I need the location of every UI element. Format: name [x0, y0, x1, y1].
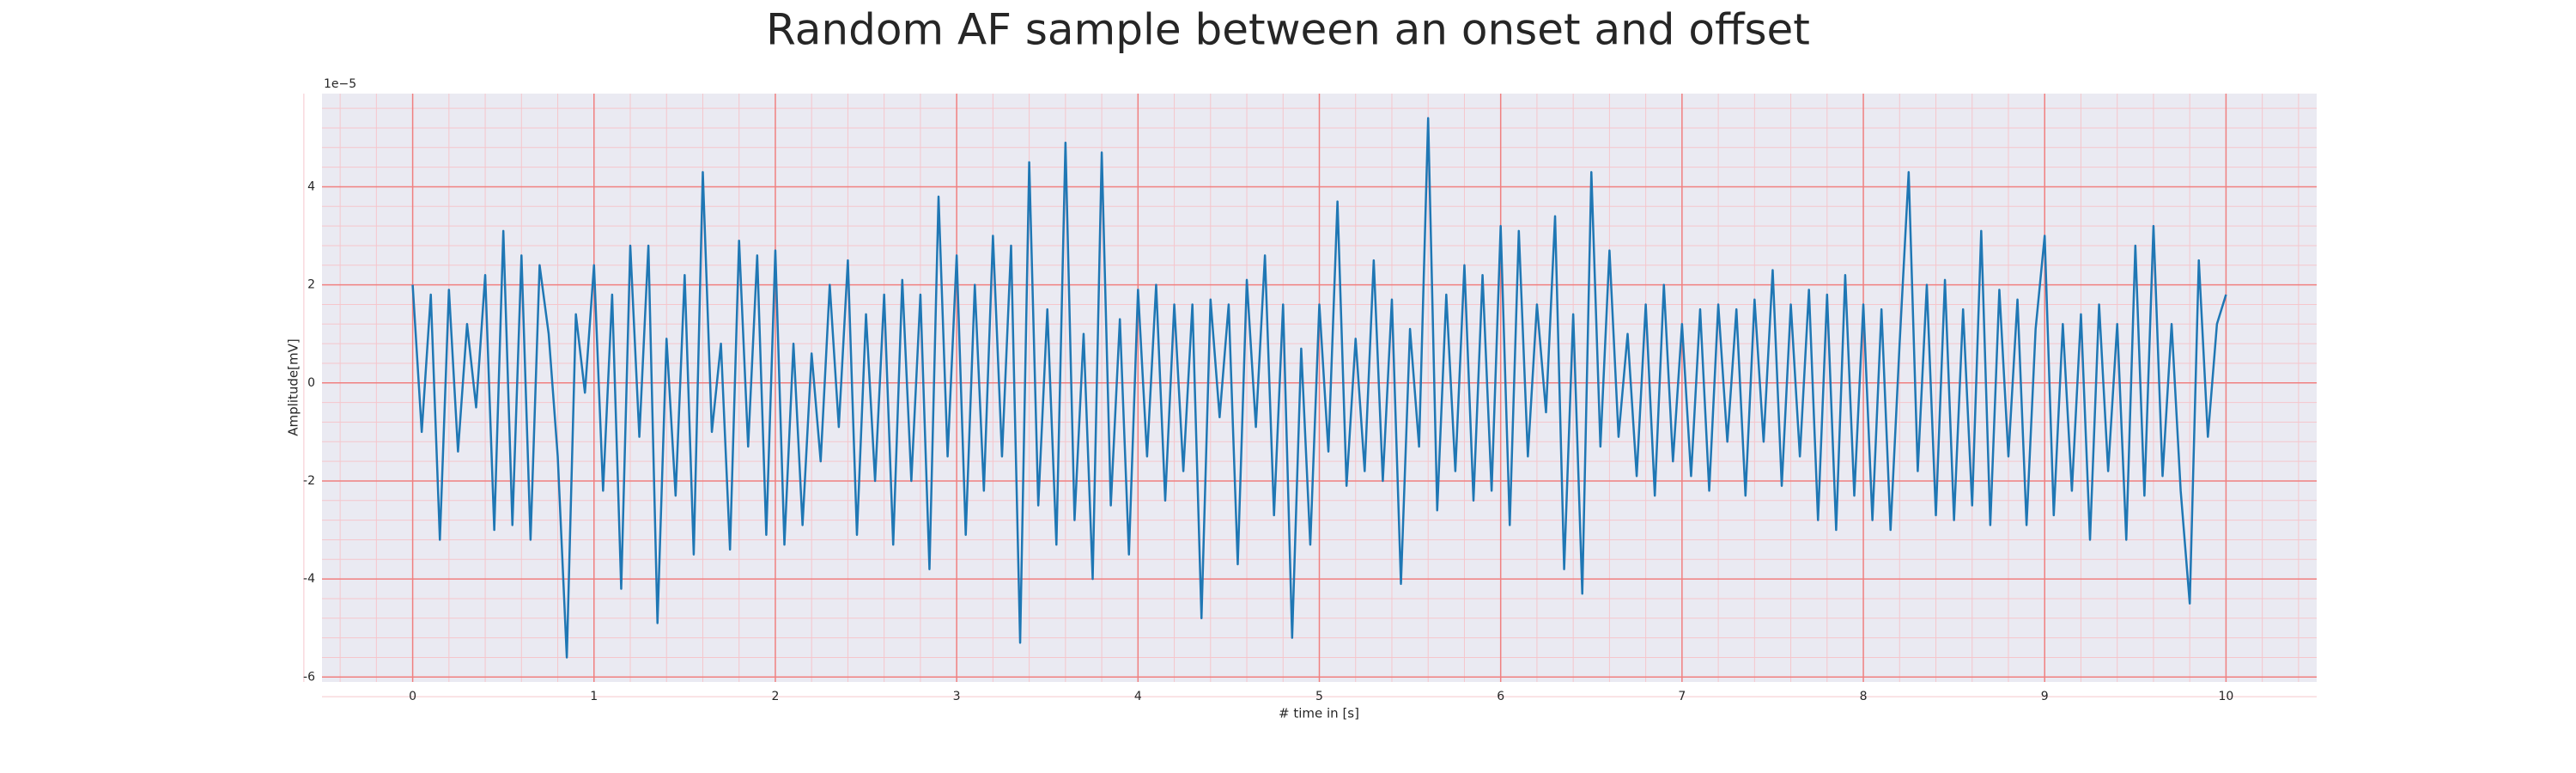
- x-tick-label: 5: [1315, 690, 1323, 703]
- x-tick-label: 10: [2218, 690, 2233, 703]
- offset-label: 1e−5: [324, 77, 356, 91]
- x-tick-label: 2: [771, 690, 779, 703]
- x-tick-label: 4: [1134, 690, 1142, 703]
- chart-title: Random AF sample between an onset and of…: [766, 5, 1810, 55]
- x-tick-label: 8: [1860, 690, 1868, 703]
- line-series: [411, 117, 2227, 659]
- y-tick-label: -4: [303, 572, 315, 586]
- x-tick-label: 1: [590, 690, 598, 703]
- x-tick-label: 3: [953, 690, 961, 703]
- x-tick-label: 9: [2041, 690, 2049, 703]
- y-tick-label: 0: [307, 376, 315, 390]
- y-axis-label: Amplitude[mV]: [286, 338, 301, 435]
- x-tick-label: 6: [1497, 690, 1504, 703]
- x-axis-label: # time in [s]: [1279, 706, 1359, 721]
- y-tick-label: 2: [307, 278, 315, 292]
- x-tick-label: 0: [409, 690, 416, 703]
- y-tick-label: 4: [307, 180, 315, 193]
- y-tick-label: -2: [303, 474, 315, 488]
- x-tick-label: 7: [1678, 690, 1686, 703]
- y-tick-label: -6: [303, 670, 315, 684]
